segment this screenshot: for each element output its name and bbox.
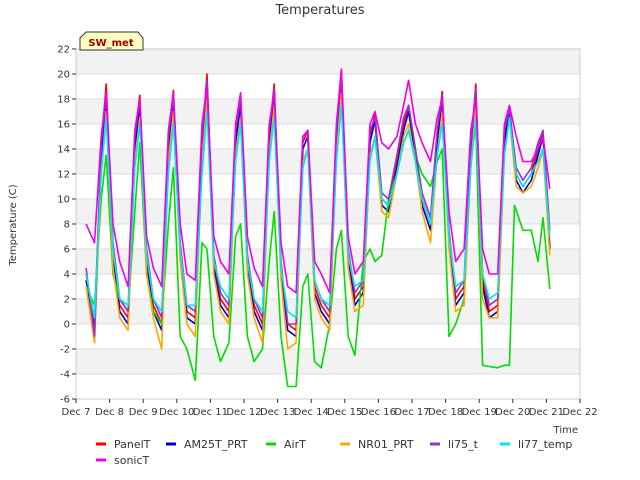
background-band (76, 199, 580, 224)
legend-item: PanelT (96, 438, 151, 451)
x-tick-label: Dec 21 (529, 407, 564, 418)
legend-item: AM25T_PRT (166, 438, 248, 451)
x-tick-label: Dec 8 (95, 407, 124, 418)
y-tick-label: 20 (57, 70, 70, 81)
legend-item: NR01_PRT (340, 438, 414, 451)
x-axis-label: Time (553, 425, 578, 436)
x-tick-label: Dec 19 (462, 407, 497, 418)
badge-label: SW_met (88, 38, 133, 49)
y-axis-label: Temperature (C) (8, 184, 19, 266)
x-tick-label: Dec 18 (428, 407, 463, 418)
chart-title: Temperatures (274, 3, 364, 18)
x-tick-label: Dec 12 (226, 407, 261, 418)
y-tick-label: 4 (64, 270, 70, 281)
legend-item: sonicT (96, 454, 150, 467)
background-band (76, 149, 580, 174)
x-tick-label: Dec 20 (495, 407, 530, 418)
x-tick-label: Dec 15 (327, 407, 362, 418)
x-tick-label: Dec 14 (294, 407, 329, 418)
legend-label: sonicT (114, 454, 150, 467)
background-band (76, 49, 580, 74)
x-tick-label: Dec 9 (129, 407, 158, 418)
legend-item: li75_t (430, 438, 479, 451)
x-tick-label: Dec 22 (562, 407, 597, 418)
y-tick-label: -6 (60, 395, 70, 406)
legend-label: li77_temp (518, 438, 572, 451)
x-tick-label: Dec 10 (159, 407, 194, 418)
series-line-li77-temp (85, 104, 551, 319)
y-tick-label: 16 (57, 120, 70, 131)
x-tick-label: Dec 16 (361, 407, 396, 418)
y-tick-label: 14 (57, 145, 70, 156)
x-tick-label: Dec 11 (193, 407, 228, 418)
plot-background-bands (76, 49, 580, 374)
y-tick-label: -2 (60, 345, 70, 356)
legend-label: NR01_PRT (358, 438, 414, 451)
y-tick-label: -4 (60, 370, 70, 381)
gridlines (76, 48, 580, 400)
legend-label: AirT (284, 438, 306, 451)
y-tick-label: 22 (57, 45, 70, 56)
x-tick-label: Dec 13 (260, 407, 295, 418)
legend-label: AM25T_PRT (184, 438, 248, 451)
legend-item: AirT (266, 438, 306, 451)
legend-label: li75_t (448, 438, 479, 451)
y-tick-label: 10 (57, 195, 70, 206)
station-badge: SW_met (79, 31, 144, 51)
y-tick-label: 18 (57, 95, 70, 106)
legend-item: li77_temp (500, 438, 572, 451)
badge-shape (79, 31, 144, 51)
background-band (76, 99, 580, 124)
series-lines (85, 68, 551, 388)
y-tick-label: 6 (64, 245, 70, 256)
legend: PanelT AM25T_PRT AirT NR01_PRT li75_t li77_te… (96, 438, 572, 467)
x-tick-label: Dec 7 (62, 407, 91, 418)
y-axis-ticks: -6 -4 -2 0 2 4 6 8 10 12 14 16 18 20 22 (57, 45, 76, 406)
y-tick-label: 8 (64, 220, 70, 231)
series-line-sonict (85, 68, 551, 294)
y-tick-label: 12 (57, 170, 70, 181)
legend-label: PanelT (114, 438, 151, 451)
x-tick-label: Dec 17 (394, 407, 429, 418)
background-band (76, 249, 580, 274)
y-tick-label: 0 (64, 320, 70, 331)
y-tick-label: 2 (64, 295, 70, 306)
background-band (76, 349, 580, 374)
